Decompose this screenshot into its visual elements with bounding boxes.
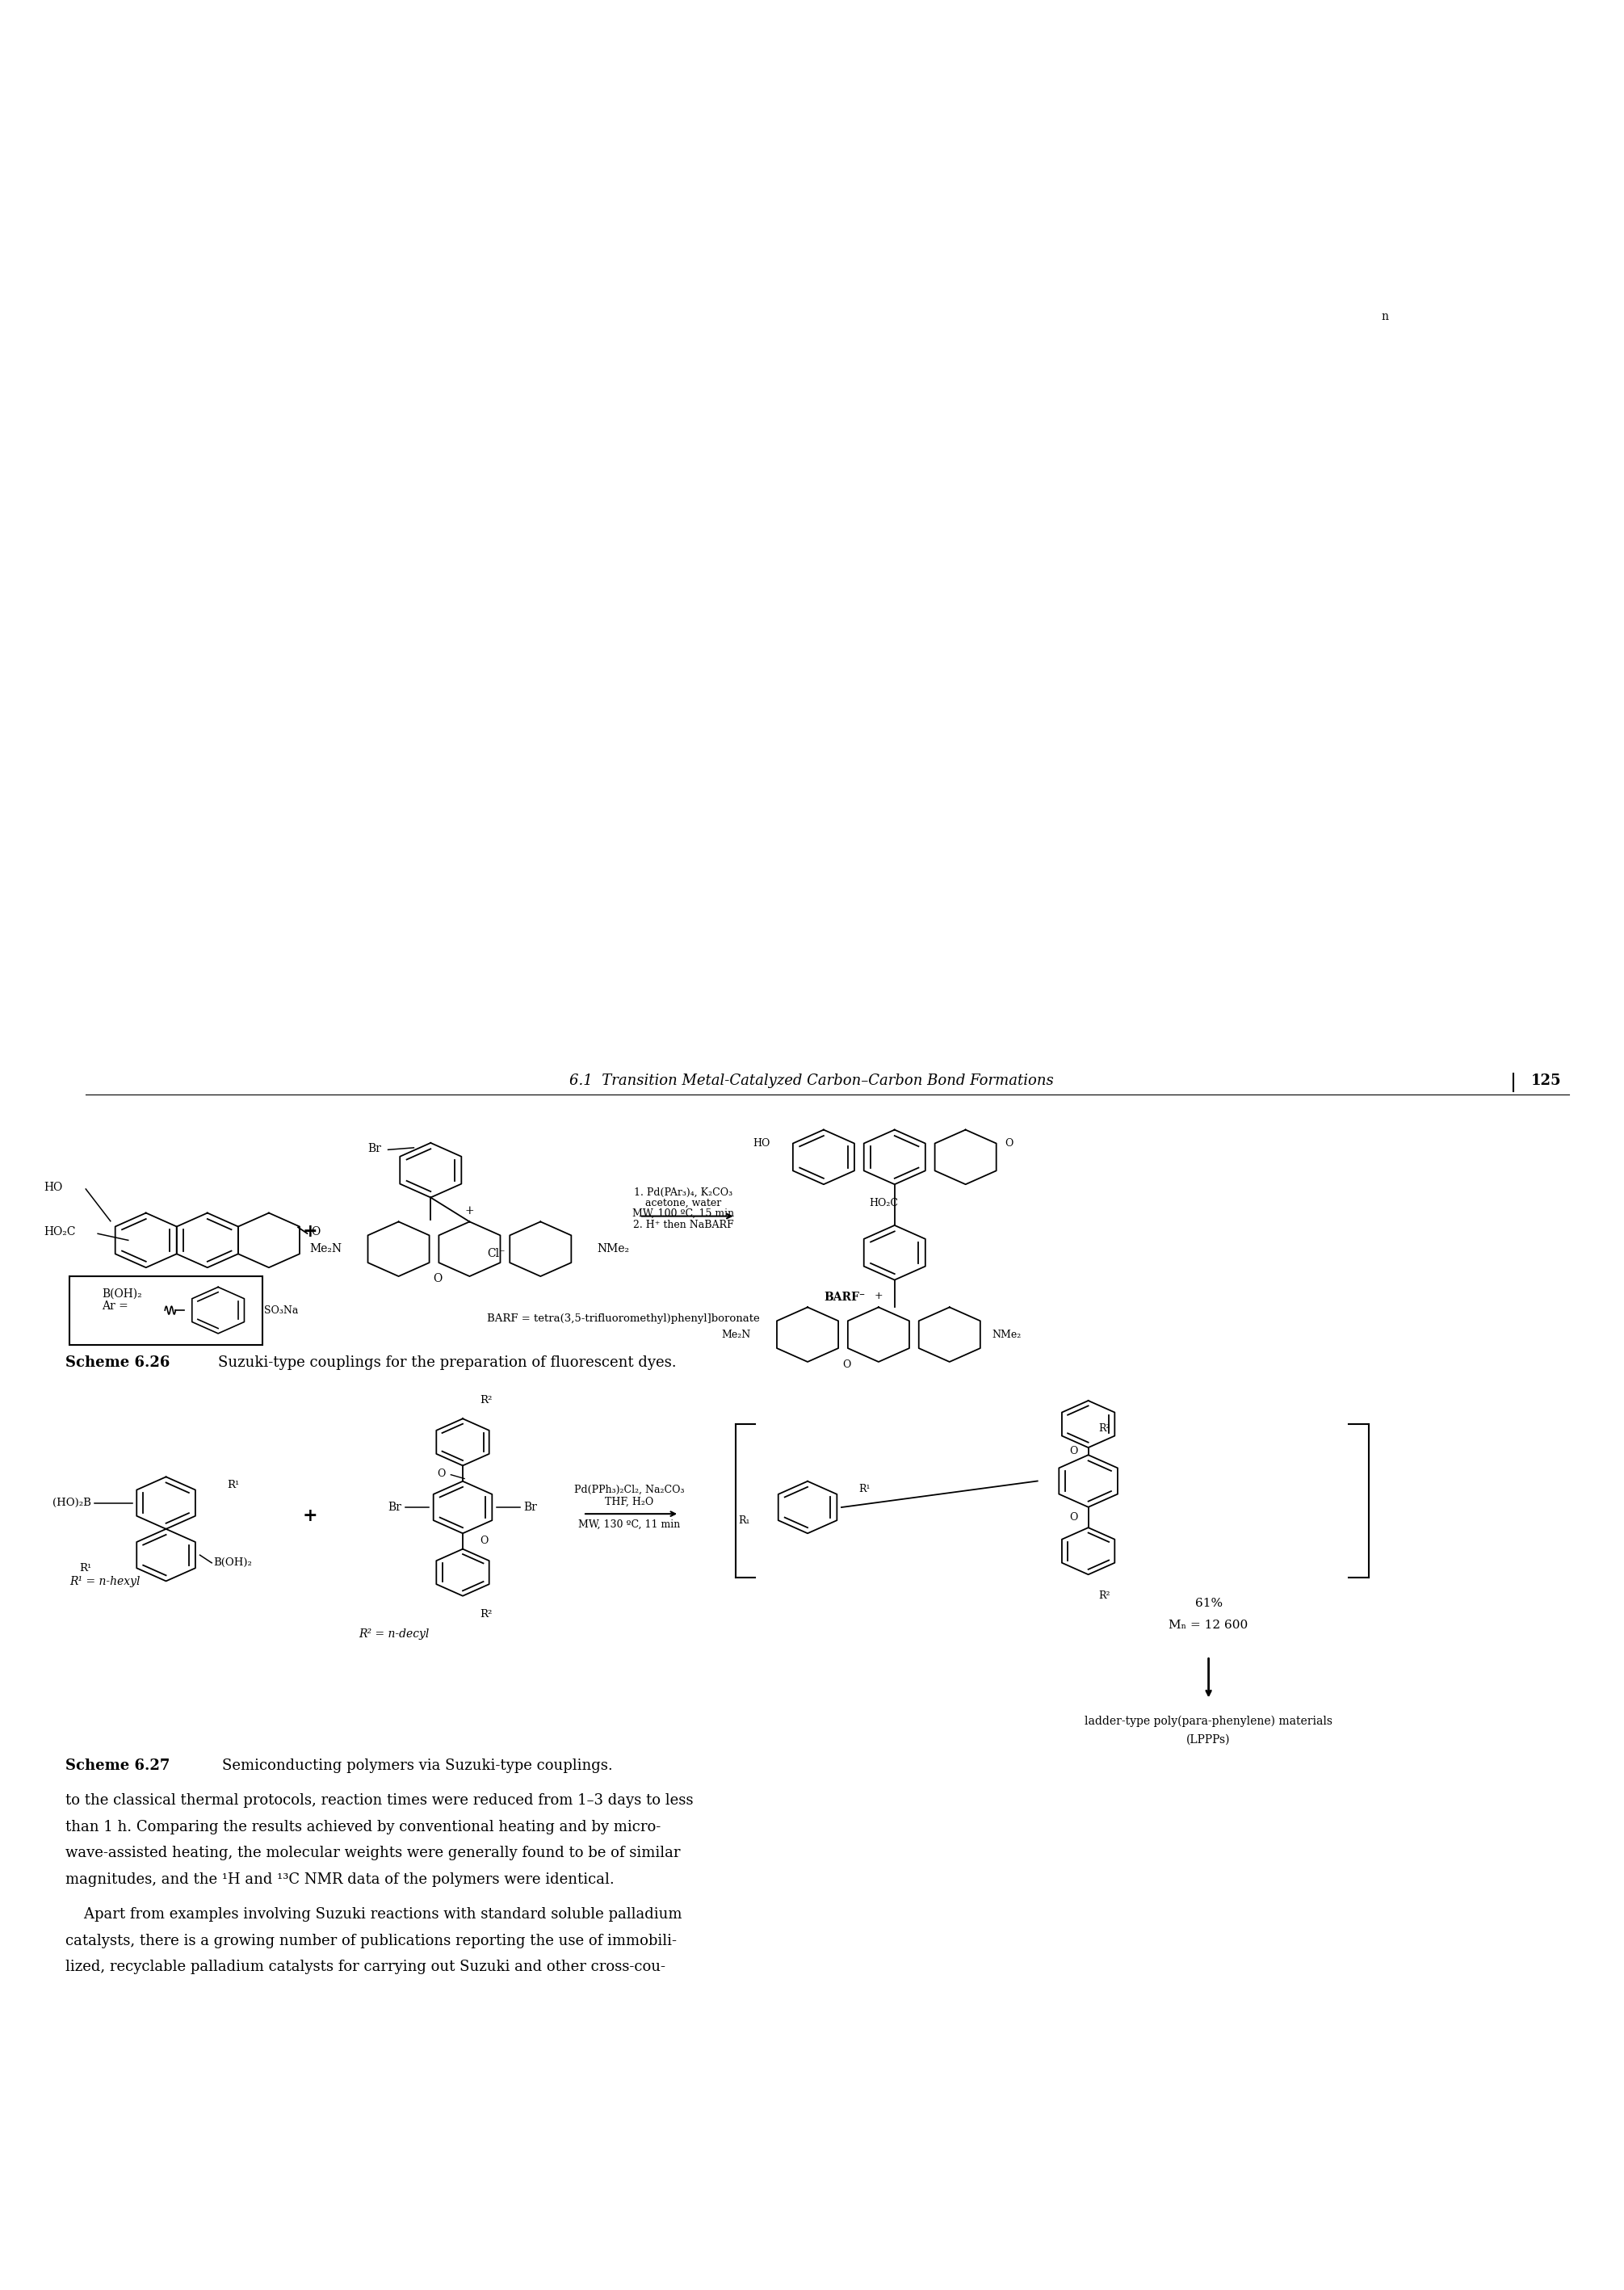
Text: lized, recyclable palladium catalysts for carrying out Suzuki and other cross-co: lized, recyclable palladium catalysts fo… xyxy=(65,1960,666,1974)
Text: Me₂N: Me₂N xyxy=(310,1243,341,1255)
Text: Me₂N: Me₂N xyxy=(721,1328,750,1340)
Text: Br: Br xyxy=(388,1502,401,1514)
Text: O: O xyxy=(1070,1445,1078,1456)
Text: (HO)₂B: (HO)₂B xyxy=(54,1498,91,1509)
Text: MW, 130 ºC, 11 min: MW, 130 ºC, 11 min xyxy=(578,1521,680,1530)
Text: NMe₂: NMe₂ xyxy=(992,1328,1021,1340)
Text: Br: Br xyxy=(523,1502,538,1514)
Text: +: + xyxy=(874,1292,883,1301)
Text: Br: Br xyxy=(367,1143,382,1154)
Text: NMe₂: NMe₂ xyxy=(598,1243,630,1255)
Text: BARF⁻: BARF⁻ xyxy=(823,1292,866,1303)
Text: R¹ = n-hexyl: R¹ = n-hexyl xyxy=(70,1576,140,1587)
Text: 1. Pd(PAr₃)₄, K₂CO₃: 1. Pd(PAr₃)₄, K₂CO₃ xyxy=(633,1186,732,1198)
Text: O: O xyxy=(434,1273,442,1285)
Text: O: O xyxy=(312,1227,320,1237)
Text: O: O xyxy=(1070,1511,1078,1523)
Text: HO₂C: HO₂C xyxy=(44,1225,76,1237)
Text: HO₂C: HO₂C xyxy=(869,1198,898,1209)
Text: B(OH)₂: B(OH)₂ xyxy=(213,1557,252,1569)
Text: Suzuki-type couplings for the preparation of fluorescent dyes.: Suzuki-type couplings for the preparatio… xyxy=(218,1356,677,1369)
Text: Pd(PPh₃)₂Cl₂, Na₂CO₃: Pd(PPh₃)₂Cl₂, Na₂CO₃ xyxy=(575,1484,685,1495)
Text: +: + xyxy=(302,1223,318,1241)
Text: wave-assisted heating, the molecular weights were generally found to be of simil: wave-assisted heating, the molecular wei… xyxy=(65,1846,680,1859)
Text: +: + xyxy=(302,1507,318,1525)
Text: Scheme 6.27: Scheme 6.27 xyxy=(65,1759,171,1772)
Text: R²: R² xyxy=(479,1610,492,1619)
Text: R²: R² xyxy=(1098,1424,1111,1434)
Text: R² = n-decyl: R² = n-decyl xyxy=(359,1628,429,1640)
Text: O: O xyxy=(1005,1138,1013,1150)
Text: R¹: R¹ xyxy=(227,1479,239,1491)
Text: THF, H₂O: THF, H₂O xyxy=(606,1498,654,1507)
Text: 2. H⁺ then NaBARF: 2. H⁺ then NaBARF xyxy=(633,1221,734,1230)
Text: O: O xyxy=(437,1468,447,1479)
Text: BARF = tetra(3,5-trifluoromethyl)phenyl]boronate: BARF = tetra(3,5-trifluoromethyl)phenyl]… xyxy=(487,1314,760,1324)
Text: R¹: R¹ xyxy=(859,1484,870,1495)
Text: HO: HO xyxy=(44,1182,63,1193)
Text: to the classical thermal protocols, reaction times were reduced from 1–3 days to: to the classical thermal protocols, reac… xyxy=(65,1793,693,1807)
Text: R²: R² xyxy=(1098,1589,1111,1601)
Text: 61%: 61% xyxy=(1195,1598,1223,1610)
Text: magnitudes, and the ¹H and ¹³C NMR data of the polymers were identical.: magnitudes, and the ¹H and ¹³C NMR data … xyxy=(65,1873,615,1887)
Text: +: + xyxy=(464,1205,474,1216)
Text: HO: HO xyxy=(754,1138,770,1150)
Text: Scheme 6.26: Scheme 6.26 xyxy=(65,1356,171,1369)
Text: Semiconducting polymers via Suzuki-type couplings.: Semiconducting polymers via Suzuki-type … xyxy=(222,1759,612,1772)
Text: acetone, water: acetone, water xyxy=(645,1198,721,1209)
Text: catalysts, there is a growing number of publications reporting the use of immobi: catalysts, there is a growing number of … xyxy=(65,1933,677,1949)
Text: than 1 h. Comparing the results achieved by conventional heating and by micro-: than 1 h. Comparing the results achieved… xyxy=(65,1821,661,1834)
Text: MW, 100 ºC, 15 min: MW, 100 ºC, 15 min xyxy=(632,1207,734,1218)
Text: n: n xyxy=(1380,311,1389,323)
Text: O: O xyxy=(479,1537,489,1546)
Text: O: O xyxy=(843,1360,851,1369)
Text: ladder-type poly(para-phenylene) materials
(LPPPs): ladder-type poly(para-phenylene) materia… xyxy=(1085,1715,1333,1745)
Text: R¹: R¹ xyxy=(80,1562,91,1573)
Text: B(OH)₂: B(OH)₂ xyxy=(102,1289,141,1301)
Text: Mₙ = 12 600: Mₙ = 12 600 xyxy=(1169,1619,1249,1630)
Text: SO₃Na: SO₃Na xyxy=(265,1305,299,1314)
Text: Apart from examples involving Suzuki reactions with standard soluble palladium: Apart from examples involving Suzuki rea… xyxy=(65,1908,682,1921)
Text: Ar =: Ar = xyxy=(102,1301,128,1312)
Text: R²: R² xyxy=(479,1395,492,1406)
Text: 6.1  Transition Metal-Catalyzed Carbon–Carbon Bond Formations: 6.1 Transition Metal-Catalyzed Carbon–Ca… xyxy=(570,1074,1054,1088)
FancyBboxPatch shape xyxy=(70,1276,263,1344)
Text: Cl⁻: Cl⁻ xyxy=(487,1248,505,1260)
Text: 125: 125 xyxy=(1531,1074,1561,1088)
Text: R₁: R₁ xyxy=(739,1516,750,1525)
